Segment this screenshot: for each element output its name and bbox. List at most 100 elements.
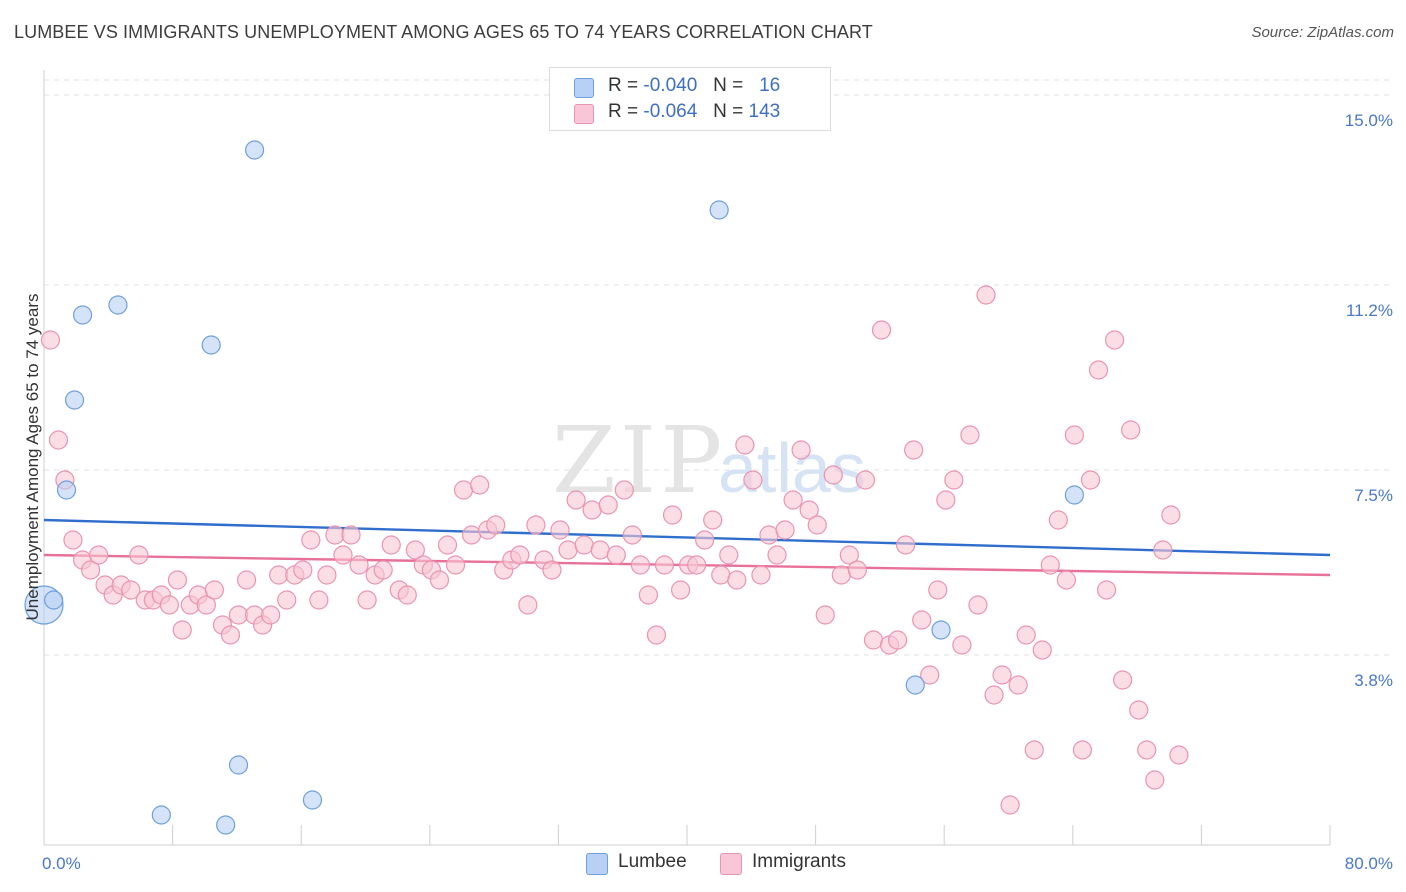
lumbee-point [64, 390, 85, 410]
axes [43, 70, 1331, 846]
immigrants-point [236, 570, 257, 590]
immigrants-point [695, 530, 715, 550]
lumbee-point [1064, 485, 1085, 505]
immigrants-point [1056, 570, 1076, 590]
immigrants-point [63, 530, 83, 550]
immigrants-point [783, 490, 803, 510]
lumbee-point [216, 815, 236, 835]
legend-r-label: R = [608, 75, 639, 96]
x-tick-label: 80.0% [1345, 854, 1393, 873]
immigrants-point [397, 585, 417, 605]
immigrants-point [293, 560, 313, 580]
lumbee-point [709, 200, 729, 220]
immigrants-point [654, 555, 675, 575]
immigrants-point [646, 625, 667, 645]
immigrants-point [823, 465, 843, 485]
immigrants-point [349, 555, 369, 575]
immigrants-point [928, 580, 948, 600]
bottom-legend-label-immigrants: Immigrants [752, 851, 846, 872]
immigrants-point [630, 555, 650, 575]
immigrants-point [727, 570, 747, 590]
immigrants-point [121, 580, 141, 600]
immigrants-point [1153, 540, 1173, 560]
immigrants-point [1137, 740, 1157, 760]
immigrants-point [40, 330, 61, 350]
legend-n-value: 143 [748, 101, 781, 122]
immigrants-point [574, 535, 594, 555]
immigrants-point [470, 475, 490, 495]
immigrants-point [1032, 640, 1052, 660]
immigrants-point [1121, 420, 1141, 440]
immigrants-point [847, 560, 867, 580]
immigrants-point [887, 630, 908, 650]
immigrants-point [711, 565, 731, 585]
bottom-legend-label-lumbee: Lumbee [618, 851, 687, 872]
immigrants-point [855, 470, 876, 490]
immigrants-point [526, 515, 546, 535]
immigrants-point [437, 535, 458, 555]
y-tick-label: 11.2% [1346, 301, 1393, 320]
immigrants-point [357, 590, 377, 610]
immigrants-point [662, 505, 683, 525]
immigrants-point [1145, 770, 1165, 790]
immigrants-point [204, 580, 224, 600]
source-credit: Source: ZipAtlas.com [1251, 24, 1394, 41]
immigrants-point [167, 570, 188, 590]
immigrants-point [1000, 795, 1020, 815]
lumbee-point [905, 675, 925, 695]
immigrants-point [638, 585, 659, 605]
tick-labels: 3.8% 7.5% 11.2% 15.0% 0.0% 80.0% [42, 111, 1393, 873]
lumbee-point [56, 480, 77, 500]
immigrants-point [703, 510, 723, 530]
lumbee-point [931, 620, 951, 640]
legend-n-label: N = [713, 75, 744, 96]
immigrants-point [791, 440, 811, 460]
legend-r-value: -0.064 [643, 101, 698, 122]
immigrants-point [461, 525, 482, 545]
immigrants-point [670, 580, 691, 600]
x-tick-label: 0.0% [42, 854, 81, 873]
immigrants-point [1048, 510, 1068, 530]
immigrants-point [129, 545, 149, 565]
immigrants-point [904, 440, 924, 460]
bottom-legend-swatch-immigrants [720, 853, 742, 875]
legend-swatch-lumbee [574, 78, 594, 98]
immigrants-point [1096, 580, 1117, 600]
immigrants-point [261, 605, 281, 625]
chart-title: LUMBEE VS IMMIGRANTS UNEMPLOYMENT AMONG … [14, 22, 873, 42]
immigrants-point [1008, 675, 1028, 695]
legend-swatch-immigrants [574, 104, 594, 124]
y-tick-label: 7.5% [1354, 486, 1393, 505]
lumbee-point [302, 790, 323, 810]
immigrants-point [381, 535, 401, 555]
immigrants-point [622, 525, 642, 545]
immigrants-point [775, 520, 795, 540]
immigrants-point [453, 480, 474, 500]
immigrants-point [1024, 740, 1044, 760]
immigrants-point [550, 520, 570, 540]
immigrants-point [1113, 670, 1133, 690]
legend-n-value: 16 [759, 75, 781, 96]
legend-n-label: N = [713, 101, 744, 122]
immigrants-point [582, 500, 602, 520]
immigrants-point [317, 565, 337, 585]
immigrants-point [81, 560, 101, 580]
immigrants-point [815, 605, 835, 625]
immigrants-point [220, 625, 241, 645]
immigrants-point [510, 545, 530, 565]
lumbee-point [151, 805, 171, 825]
immigrants-point [277, 590, 297, 610]
lumbee-point [244, 140, 265, 160]
immigrants-point [333, 545, 353, 565]
immigrants-point [1169, 745, 1189, 765]
legend-r-value: -0.040 [643, 75, 698, 96]
immigrants-point [89, 545, 109, 565]
y-tick-label: 3.8% [1354, 671, 1393, 690]
immigrants-point [992, 665, 1012, 685]
immigrants-point [614, 480, 634, 500]
lumbee-point [228, 755, 249, 775]
immigrants-point [735, 435, 755, 455]
y-axis-label: Unemployment Among Ages 65 to 74 years [23, 294, 42, 621]
immigrants-point [486, 515, 506, 535]
